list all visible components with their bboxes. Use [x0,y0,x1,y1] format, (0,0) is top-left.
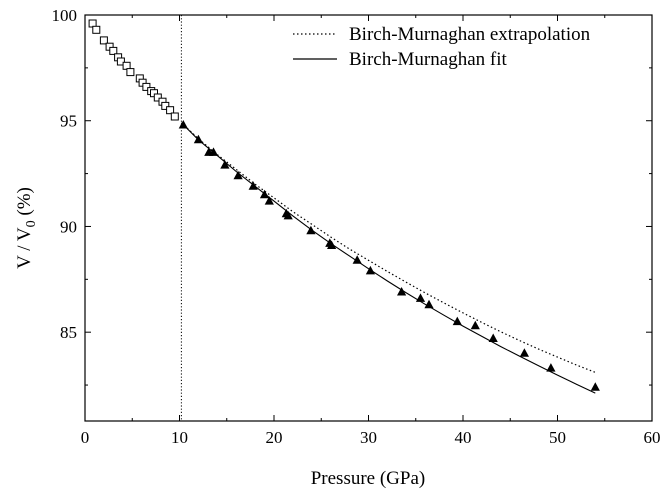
data-point-triangle [590,382,600,391]
data-point-square [142,82,151,91]
data-point-triangle [352,255,362,264]
data-point-triangle [397,287,407,296]
y-axis-label-tail: (%) [14,187,35,220]
legend: Birch-Murnaghan extrapolation Birch-Murna… [293,24,591,70]
legend-label: Birch-Murnaghan extrapolation [349,24,591,45]
data-point-square [116,57,125,66]
data-point-square [126,68,135,77]
y-axis-label-main: V / V [14,227,35,269]
y-tick-label: 90 [60,217,77,236]
y-tick-label: 100 [52,6,78,25]
y-axis-label: V / V0 (%) [14,187,39,269]
data-point-triangle [415,293,426,302]
data-point-triangle [264,196,274,205]
data-point-triangle [283,210,293,220]
data-point-triangle [488,333,498,342]
data-point-square [99,36,108,45]
x-tick-label: 10 [171,428,188,447]
tick-labels: 0 10 20 30 40 50 60 85 90 95 100 [52,6,661,447]
data-point-triangle [220,160,230,169]
data-point-triangle [233,170,243,180]
x-tick-label: 0 [81,428,90,447]
x-tick-label: 30 [360,428,377,447]
data-point-square [92,25,101,34]
data-point-square [109,46,118,55]
data-point-triangle [470,320,480,330]
data-point-triangle [452,316,462,326]
legend-label: Birch-Murnaghan fit [349,49,507,70]
y-tick-label: 95 [60,112,77,131]
data-point-triangle [424,299,434,309]
data-point-triangle [327,240,337,249]
x-tick-label: 40 [455,428,472,447]
data-point-square [166,106,175,115]
x-tick-label: 20 [266,428,283,447]
x-tick-label: 50 [549,428,566,447]
x-tick-label: 60 [644,428,661,447]
data-point-square [170,112,179,121]
data-point-square [161,101,170,110]
data-point-triangle [519,348,529,357]
y-axis-label-sub: 0 [24,220,39,227]
data-point-triangle [248,181,258,190]
y-tick-label: 85 [60,323,77,342]
x-axis-label: Pressure (GPa) [311,468,426,489]
axes [84,14,653,422]
data-point-square [153,93,162,102]
plot-frame [84,14,653,422]
plot-marks [88,15,600,421]
data-point-triangle [546,363,556,372]
extrapolation-line [180,122,596,373]
fit-line [181,122,596,394]
